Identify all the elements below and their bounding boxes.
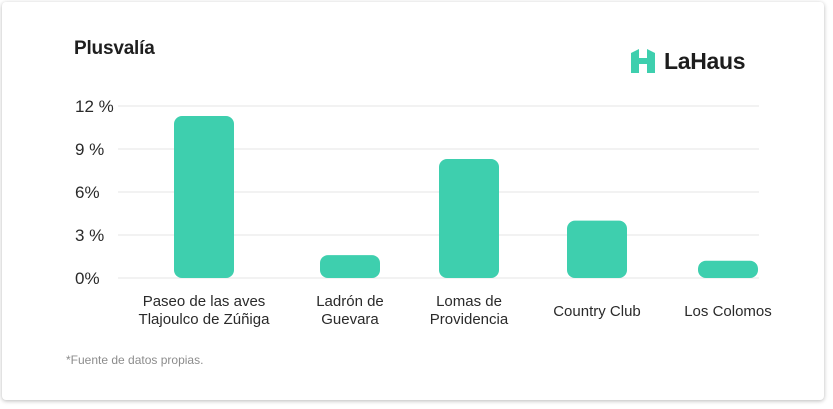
footnote: *Fuente de datos propias. xyxy=(66,353,204,367)
x-category-label: Los Colomos xyxy=(684,303,772,320)
bar xyxy=(174,116,234,279)
chart-card: Plusvalía LaHaus 0% 3 % 6% 9 % 12 % Paseo de … xyxy=(2,2,824,400)
chart-title: Plusvalía xyxy=(74,38,155,59)
brand-name: LaHaus xyxy=(664,47,746,74)
x-category-label: Paseo de las aves Tlajoulco de Zúñiga xyxy=(139,293,271,328)
y-tick-label: 12 % xyxy=(75,97,114,116)
bar xyxy=(439,159,499,278)
bar xyxy=(567,220,627,278)
x-category-label: Ladrón de Guevara xyxy=(316,293,384,328)
bar xyxy=(320,255,380,278)
bar-chart: 0% 3 % 6% 9 % 12 % Paseo de las aves Tlajoulco… xyxy=(75,97,772,328)
y-tick-label: 6% xyxy=(75,183,100,202)
y-tick-label: 9 % xyxy=(75,140,104,159)
house-logo-icon xyxy=(631,49,655,73)
bar xyxy=(698,260,758,278)
brand-logo: LaHaus xyxy=(631,46,746,76)
y-tick-label: 3 % xyxy=(75,226,104,245)
x-category-label: Lomas de Providencia xyxy=(430,293,509,328)
x-category-label: Country Club xyxy=(553,303,641,320)
y-tick-label: 0% xyxy=(75,269,100,288)
